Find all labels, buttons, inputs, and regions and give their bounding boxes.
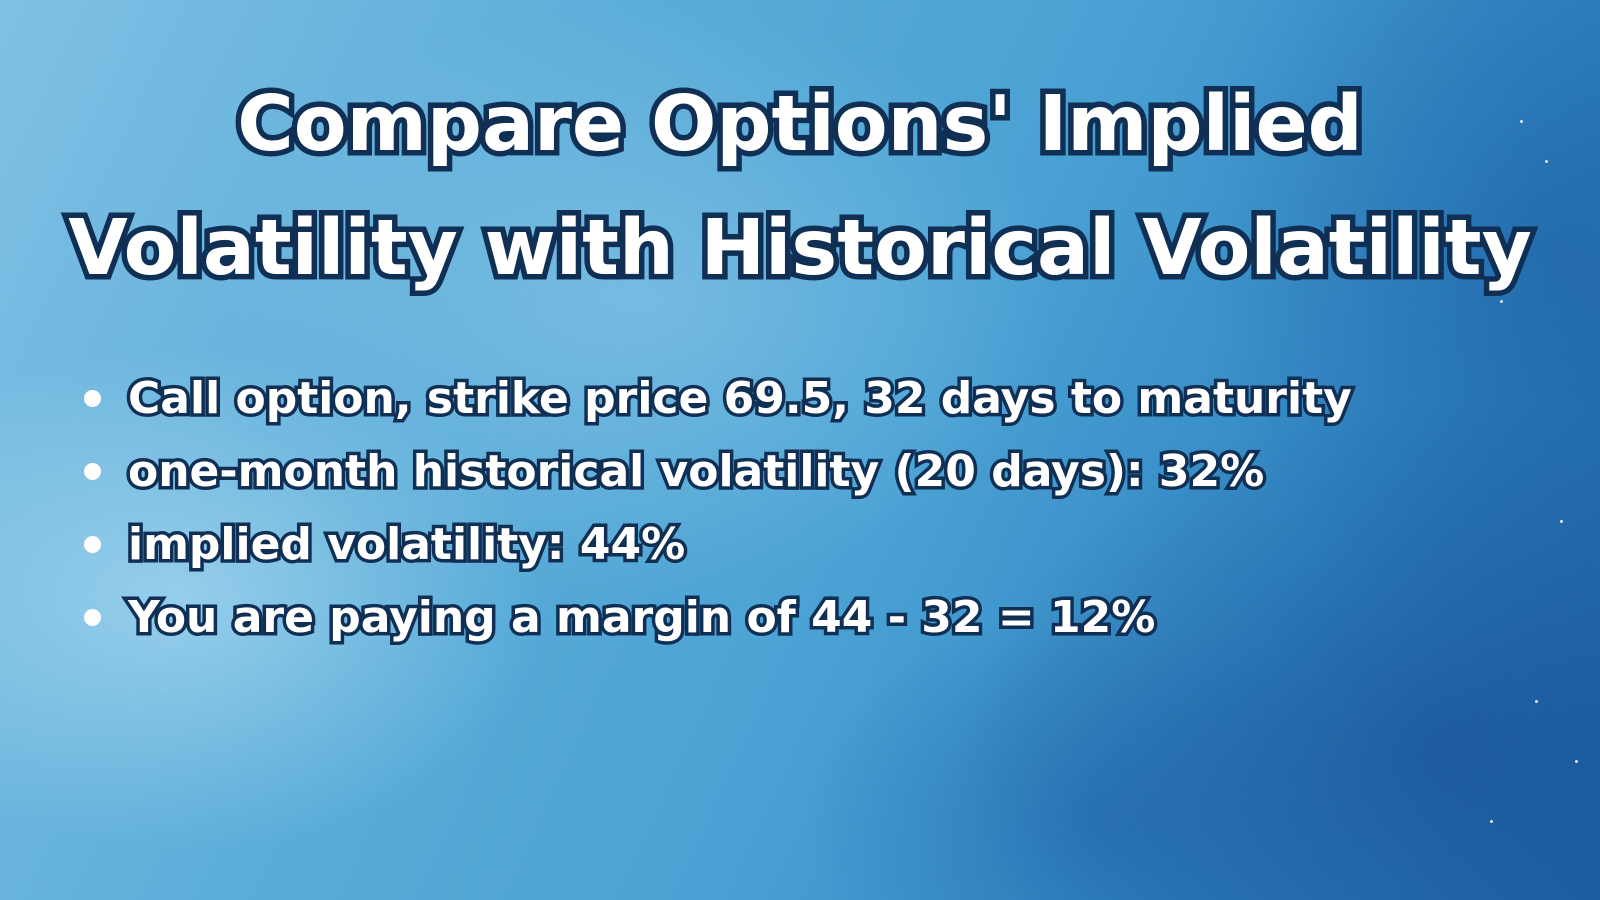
sparkle [1500, 300, 1503, 303]
bullet-dot-icon [84, 609, 101, 626]
bullet-dot-icon [84, 463, 101, 480]
bullet-item: You are paying a margin of 44 - 32 = 12% [82, 581, 1306, 654]
title-line-1: Compare Options' Implied [232, 80, 1369, 169]
sparkle [1560, 520, 1563, 523]
sparkle [1490, 820, 1493, 823]
title-line-2: Volatility with Historical Volatility [63, 204, 1538, 293]
bullet-item: Call option, strike price 69.5, 32 days … [82, 362, 1355, 435]
sparkle [1575, 760, 1578, 763]
bullet-item: implied volatility: 44% [82, 508, 1306, 581]
bullet-dot-icon [84, 390, 101, 407]
bullet-text: You are paying a margin of 44 - 32 = 12% [124, 589, 1158, 647]
bullet-text: one-month historical volatility (20 days… [124, 443, 1267, 501]
bullet-dot-icon [84, 536, 101, 553]
bullet-text: Call option, strike price 69.5, 32 days … [125, 370, 1356, 428]
sparkle [1520, 120, 1523, 123]
bullet-item: one-month historical volatility (20 days… [82, 435, 1306, 508]
bullet-text: implied volatility: 44% [124, 516, 688, 574]
sparkle [1545, 160, 1548, 163]
sparkle [1535, 700, 1538, 703]
bullet-list: Call option, strike price 69.5, 32 days … [82, 362, 1355, 654]
